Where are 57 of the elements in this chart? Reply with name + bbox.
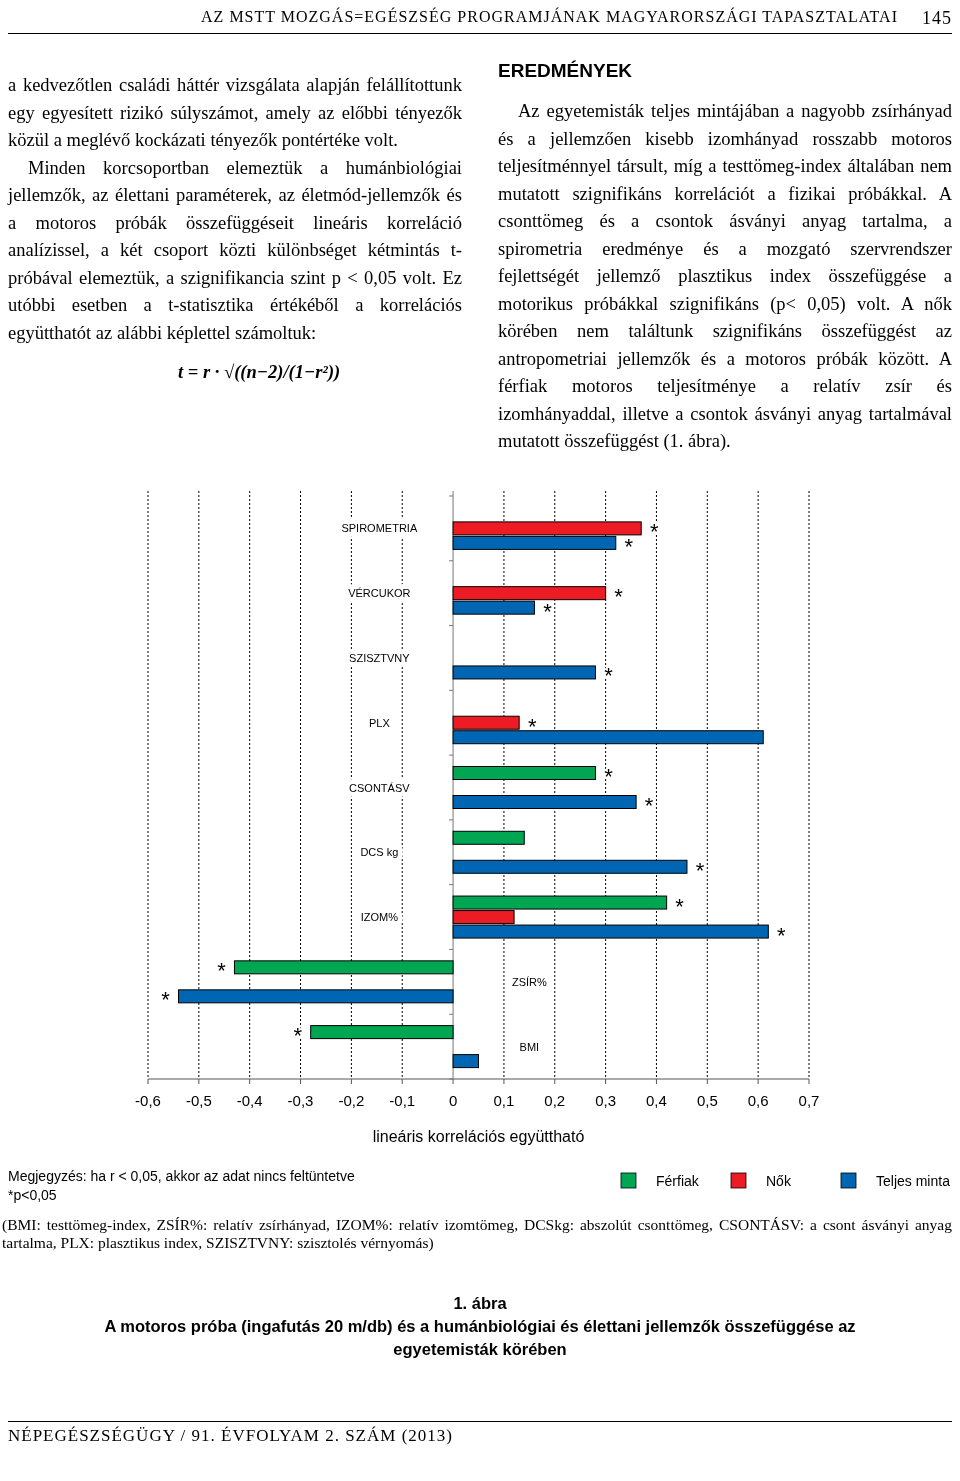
x-tick-label: -0,3 bbox=[287, 1091, 314, 1109]
bar bbox=[452, 794, 637, 809]
x-tick-label: -0,1 bbox=[389, 1091, 416, 1109]
text: Minden korcsoportban elemeztük a humánbiológiai jellemzők, az élettani paraméterek, az életmód-jellemzők és a motoros próbák összefüggéseit lineáris korreláció analízissel, a két csoport közti különbséget kétmintás t-próbával elemeztük, a szignifikancia szint p < 0,05 volt. Ez utóbbi esetben a t-statisztika értékéből a korrelációs együtthatót az alábbi képlettel számoltuk: bbox=[8, 156, 462, 345]
bar bbox=[452, 830, 525, 845]
data-label: * bbox=[675, 893, 685, 919]
text: a kedvezőtlen családi háttér vizsgálata alapján felállítottunk egy egyesített rizikó súlyszámot, amely az előbbi tényezők közül a meglévő kockázati tényezők pontértéke volt. bbox=[8, 74, 462, 152]
y-tick-label: CSONTÁSV bbox=[349, 781, 411, 793]
text: NÉPEGÉSZSÉGÜGY / 91. ÉVFOLYAM 2. SZÁM (2013) bbox=[8, 1420, 952, 1446]
y-tick-label: BMI bbox=[519, 1040, 540, 1053]
text: (BMI: testtömeg-index, ZSÍR%: relatív zsírhányad, IZOM%: relatív izomtömeg, DCSkg: abszolút csonttömeg, CSONTÁSV: a csont ásványi anyag tartalma, PLX: plasztikus index, SZISZTVNY: szisztolés vérnyomás) bbox=[2, 1215, 952, 1252]
data-label: * bbox=[604, 763, 614, 789]
data-label: * bbox=[644, 792, 654, 818]
data-label: * bbox=[649, 518, 659, 544]
x-axis-title: lineáris korrelációs együttható bbox=[372, 1127, 585, 1145]
y-tick-label: PLX bbox=[368, 716, 391, 729]
x-tick-label: 0,7 bbox=[798, 1091, 820, 1109]
legend-label: Nők bbox=[766, 1172, 792, 1189]
data-label: * bbox=[604, 662, 614, 688]
x-tick-label: 0,2 bbox=[544, 1091, 566, 1109]
y-tick-label: VÉRCUKOR bbox=[348, 586, 411, 599]
y-tick-label: ZSÍR% bbox=[511, 975, 547, 988]
y-tick-label: SPIROMETRIA bbox=[341, 521, 418, 534]
text: *p<0,05 bbox=[8, 1186, 57, 1203]
data-label: * bbox=[614, 583, 624, 609]
x-tick-label: 0,1 bbox=[493, 1091, 515, 1109]
data-label: * bbox=[527, 713, 537, 739]
x-tick-label: 0,5 bbox=[696, 1091, 718, 1109]
y-tick-label: DCS kg bbox=[360, 845, 399, 858]
text: 1. ábra bbox=[452, 1292, 508, 1314]
y-tick-label: SZISZTVNY bbox=[349, 651, 411, 664]
text: Az egyetemisták teljes mintájában a nagyobb zsírhányad és a jellemzően kisebb izomhányad rosszabb motoros teljesítménnyel társult, míg a testtömeg-index általában nem mutatott szignifikáns korrelációt a fizikai próbákkal. A csonttömeg és a csontok ásványi anyag tartalma, a spirometria eredménye és a mozgató szervrendszer fejlettségét jellemző plasztikus index összefüggése a motorikus próbákkal szignifikáns (p< 0,05) volt. A nők körében nem találtunk szignifikáns összefüggést az antropometriai jellemzők és a motoros próbák között. A férfiak motoros teljesítménye a relatív zsír és izomhányaddal, illetve a csontok ásványi anyag tartalmával mutatott összefüggést (1. ábra). bbox=[498, 101, 952, 451]
text: EREDMÉNYEK bbox=[498, 60, 634, 82]
x-tick-label: -0,2 bbox=[338, 1091, 365, 1109]
legend-label: Teljes minta bbox=[876, 1172, 951, 1189]
text: A motoros próba (ingafutás 20 m/db) és a humánbiológiai és élettani jellemzők összefüggése az egyetemisták körében bbox=[103, 1315, 857, 1360]
data-label: * bbox=[293, 1022, 303, 1048]
x-tick-label: 0,4 bbox=[646, 1091, 667, 1109]
text: AZ MSTT MOZGÁS=EGÉSZSÉG PROGRAMJÁNAK MAGYARORSZÁGI TAPASZTALATAI bbox=[201, 8, 898, 27]
x-tick-label: -0,5 bbox=[185, 1091, 212, 1109]
bar bbox=[452, 1053, 479, 1068]
x-tick-label: -0,4 bbox=[236, 1091, 263, 1109]
x-tick-label: 0 bbox=[448, 1091, 458, 1109]
x-tick-label: -0,6 bbox=[135, 1091, 161, 1109]
data-label: * bbox=[777, 922, 787, 948]
y-tick-label: IZOM% bbox=[360, 910, 399, 923]
data-label: * bbox=[543, 598, 553, 624]
x-tick-label: 0,6 bbox=[747, 1091, 769, 1109]
legend-label: Férfiak bbox=[656, 1172, 700, 1189]
x-tick-label: 0,3 bbox=[595, 1091, 617, 1109]
data-label: * bbox=[624, 533, 634, 559]
text: t = r · √((n−2)/(1−r²)) bbox=[178, 361, 342, 384]
data-label: * bbox=[161, 986, 171, 1012]
data-label: * bbox=[217, 957, 227, 983]
text: Megjegyzés: ha r < 0,05, akkor az adat nincs feltüntetve bbox=[8, 1167, 355, 1184]
data-label: * bbox=[695, 857, 705, 883]
text: 145 bbox=[922, 8, 952, 29]
